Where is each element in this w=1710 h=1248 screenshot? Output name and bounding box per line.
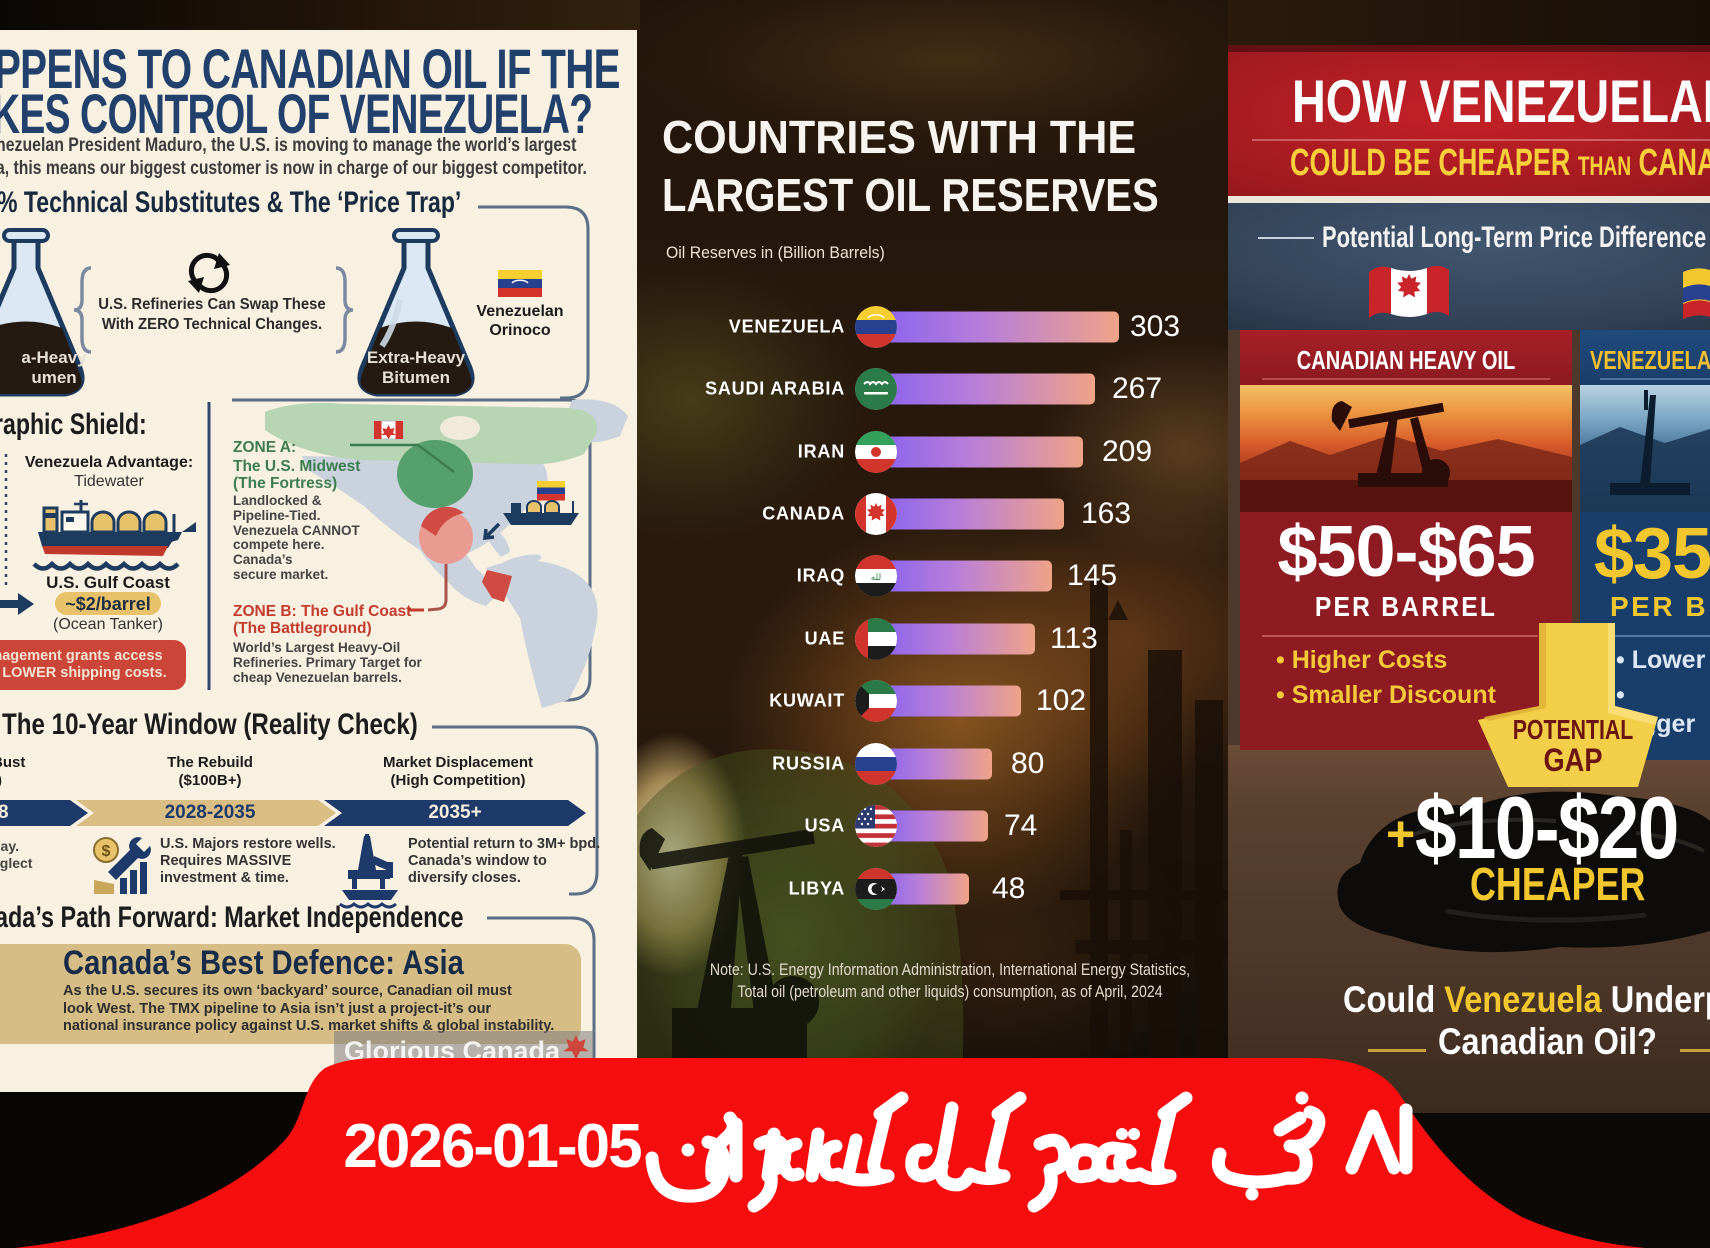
svg-text:2026-01-05: 2026-01-05 xyxy=(343,1112,641,1181)
svg-text:$: $ xyxy=(102,843,111,860)
